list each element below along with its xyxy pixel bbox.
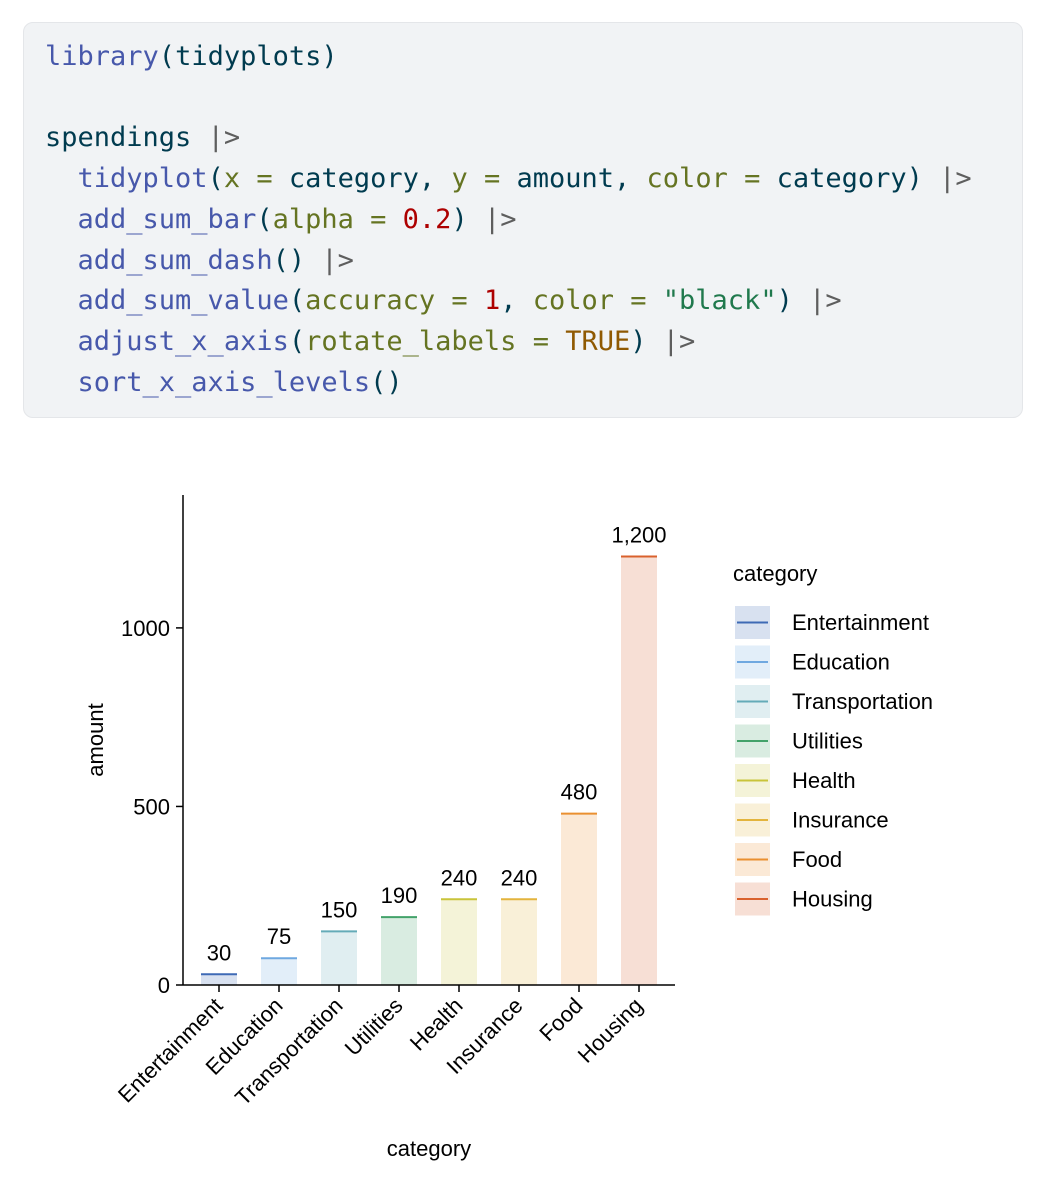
legend-label-housing: Housing [792,887,873,912]
code-line-7: adjust_x_axis(rotate_labels = TRUE) |> [77,325,696,357]
value-label-insurance: 240 [501,865,538,890]
x-axis-title: category [387,1136,471,1161]
value-label-food: 480 [561,780,598,805]
bar-transportation [321,931,357,985]
code-line-2: spendings |> [45,122,241,154]
code-block: library(tidyplots) spendings |> tidyplot… [23,22,1023,418]
value-label-health: 240 [441,865,478,890]
bar-education [261,958,297,985]
bar-food [561,813,597,985]
bar-health [441,899,477,985]
x-axis-ticks: EntertainmentEducationTransportationUtil… [113,985,648,1110]
code-text: library(tidyplots) spendings |> tidyplot… [45,37,972,403]
legend-label-education: Education [792,650,890,675]
code-line-4: add_sum_bar(alpha = 0.2) |> [77,203,517,235]
code-line-3: tidyplot(x = category, y = amount, color… [77,163,972,195]
x-tick-label-food: Food [534,993,587,1046]
legend-label-health: Health [792,768,856,793]
code-line-5: add_sum_dash() |> [77,244,354,276]
bar-insurance [501,899,537,985]
value-label-transportation: 150 [321,897,358,922]
x-tick-label-entertainment: Entertainment [113,993,228,1108]
legend-label-insurance: Insurance [792,808,889,833]
value-label-education: 75 [267,924,291,949]
bar-utilities [381,917,417,985]
bar-chart: 30 75 150 190 240 240 480 1,200 0 500 1000 Entert… [83,495,933,1161]
bar-housing [621,556,657,985]
y-axis-title: amount [83,703,108,776]
legend-label-food: Food [792,847,842,872]
legend-label-entertainment: Entertainment [792,610,929,635]
y-tick-label-1000: 1000 [121,616,170,641]
value-label-utilities: 190 [381,883,418,908]
plot-area: 30 75 150 190 240 240 480 1,200 [201,522,667,985]
value-label-entertainment: 30 [207,940,231,965]
legend-label-utilities: Utilities [792,729,863,754]
code-line-6: add_sum_value(accuracy = 1, color = "bla… [77,285,842,317]
legend: category Entertainment Education Transport… [733,561,933,916]
legend-label-transportation: Transportation [792,689,933,714]
y-tick-label-500: 500 [133,794,170,819]
code-line-1: library(tidyplots) [45,41,338,72]
code-line-8: sort_x_axis_levels() [77,366,403,398]
x-tick-label-transportation: Transportation [230,993,347,1110]
y-tick-label-0: 0 [158,973,170,998]
value-label-housing: 1,200 [611,522,666,547]
x-tick-label-housing: Housing [573,993,648,1068]
y-axis-ticks: 0 500 1000 [121,616,183,998]
legend-title: category [733,561,817,586]
bar-entertainment [201,974,237,985]
x-tick-label-utilities: Utilities [340,993,408,1061]
